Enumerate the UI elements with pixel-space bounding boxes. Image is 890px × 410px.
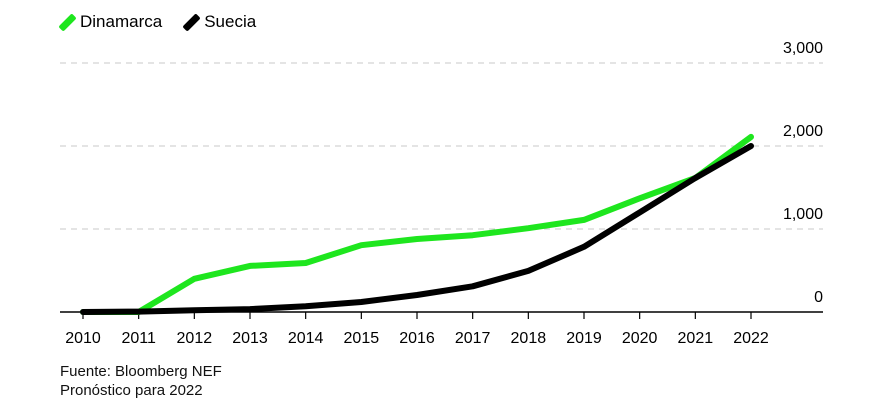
x-tick-label: 2018 — [511, 330, 547, 347]
gridlines — [60, 62, 823, 230]
x-tick-label: 2016 — [399, 330, 435, 347]
legend-item-suecia: Suecia — [182, 12, 257, 32]
x-tick-label: 2020 — [622, 330, 658, 347]
forecast-note: Pronóstico para 2022 — [60, 382, 203, 399]
x-tick-label: 2010 — [65, 330, 101, 347]
x-tick-label: 2012 — [177, 330, 213, 347]
legend: Dinamarca Suecia — [58, 12, 278, 32]
legend-item-dinamarca: Dinamarca — [58, 12, 163, 32]
x-tick-label: 2015 — [344, 330, 380, 347]
x-tick-label: 2021 — [678, 330, 714, 347]
y-tick-label: 0 — [814, 289, 823, 306]
source-note: Fuente: Bloomberg NEF Pronóstico para 20… — [60, 362, 222, 400]
source-text: Fuente: Bloomberg NEF — [60, 363, 222, 380]
legend-label-dinamarca: Dinamarca — [80, 12, 163, 31]
y-axis-labels: 0 1,000 2,000 3,000 — [783, 40, 823, 306]
y-tick-label: 1,000 — [783, 206, 823, 223]
x-tick-label: 2014 — [288, 330, 324, 347]
series-line-dinamarca — [80, 133, 754, 315]
y-tick-label: 3,000 — [783, 40, 823, 57]
x-tick-label: 2019 — [566, 330, 602, 347]
x-tick-label: 2022 — [733, 330, 769, 347]
x-tick-label: 2017 — [455, 330, 491, 347]
legend-label-suecia: Suecia — [204, 12, 257, 31]
x-axis: 2010 2011 2012 2013 2014 2015 2016 2017 2018 2019… — [60, 311, 823, 347]
series-lines — [80, 133, 754, 315]
y-tick-label: 2,000 — [783, 123, 823, 140]
x-tick-label: 2011 — [121, 330, 156, 347]
x-tick-label: 2013 — [232, 330, 268, 347]
